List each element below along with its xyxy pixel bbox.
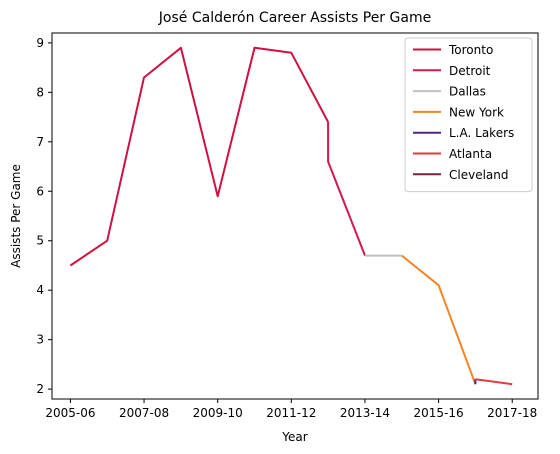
series-line-toronto: [69, 46, 329, 267]
y-tick-label: 2: [36, 382, 44, 396]
x-tick-label: 2011-12: [266, 406, 316, 420]
legend-label-new-york: New York: [449, 105, 504, 119]
plot-frame: [51, 32, 539, 400]
y-tick-label: 5: [36, 234, 44, 248]
x-tick-label: 2005-06: [45, 406, 95, 420]
legend-label-cleveland: Cleveland: [449, 168, 509, 182]
legend-label-atlanta: Atlanta: [449, 147, 492, 161]
plot-area: [69, 46, 513, 386]
x-tick-label: 2015-16: [414, 406, 464, 420]
x-axis-label: Year: [281, 430, 307, 444]
y-tick-label: 7: [36, 135, 44, 149]
x-tick-label: 2009-10: [193, 406, 243, 420]
y-tick-label: 3: [36, 333, 44, 347]
legend: Toronto Detroit Dallas New York L.A. Lakers A…: [404, 37, 533, 193]
series-line-atlanta: [475, 378, 513, 386]
x-tick-label: 2013-14: [340, 406, 390, 420]
legend-label-l-a-lakers: L.A. Lakers: [449, 126, 514, 140]
chart-title: José Calderón Career Assists Per Game: [158, 10, 431, 26]
y-axis-label: Assists Per Game: [9, 164, 23, 268]
legend-label-dallas: Dallas: [449, 85, 486, 99]
x-tick-label: 2007-08: [119, 406, 169, 420]
series-line-new-york: [401, 254, 477, 385]
series-line-detroit: [327, 122, 366, 256]
legend-label-detroit: Detroit: [449, 64, 491, 78]
y-tick-label: 4: [36, 283, 44, 297]
y-tick-label: 6: [36, 184, 44, 198]
x-axis: 2005-06 2007-08 2009-10 2011-12 2013-14 2015-…: [45, 399, 537, 420]
legend-label-toronto: Toronto: [448, 43, 493, 57]
x-tick-label: 2017-18: [487, 406, 537, 420]
y-tick-label: 8: [36, 85, 44, 99]
y-axis: 2 3 4 5 6 7 8 9: [36, 36, 52, 396]
y-tick-label: 9: [36, 36, 44, 50]
